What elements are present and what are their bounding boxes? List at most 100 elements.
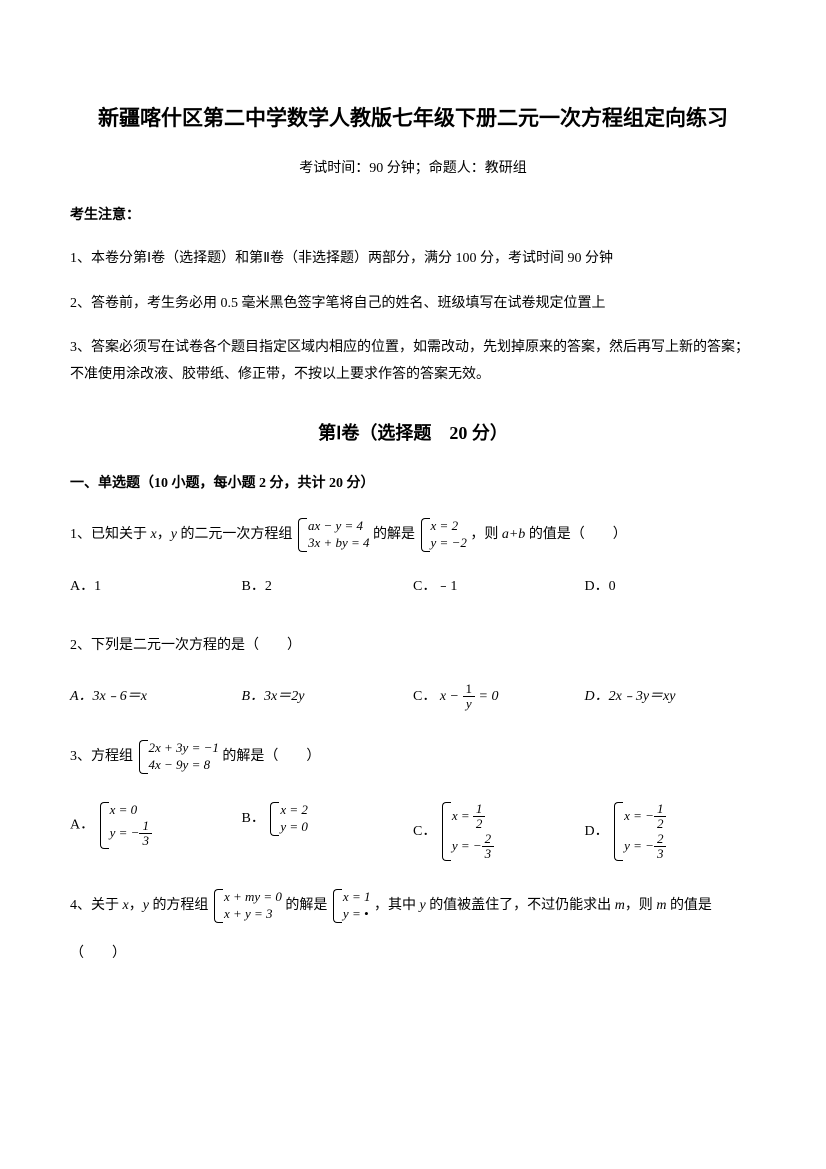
option-a: A．1 (70, 572, 242, 603)
numerator: 2 (654, 832, 667, 847)
denominator: 3 (139, 834, 152, 848)
q4-text: 4、关于 (70, 898, 123, 913)
eq-line: y = 0 (280, 819, 308, 836)
option-b: B．2 (242, 572, 414, 603)
fraction: 12 (473, 802, 486, 832)
numerator: 2 (482, 832, 495, 847)
denominator: 2 (654, 817, 667, 831)
option-label: A． (70, 818, 94, 833)
q1-text: 的值是（ ） (525, 527, 627, 542)
q1-text: 1、已知关于 (70, 527, 151, 542)
eq-line: 2x + 3y = −1 (149, 740, 219, 757)
eq-line: 3x + by = 4 (308, 535, 370, 552)
option-label: C． (413, 824, 436, 839)
page-subtitle: 考试时间：90 分钟；命题人：教研组 (70, 156, 756, 181)
option-a: A．3x﹣6＝x (70, 682, 242, 713)
eq-line: y = −2 (431, 535, 467, 552)
question-header: 一、单选题（10 小题，每小题 2 分，共计 20 分） (70, 471, 756, 496)
q1-text: 的解是 (373, 527, 415, 542)
option-b: B．3x＝2y (242, 682, 414, 713)
eq-line: 4x − 9y = 8 (149, 757, 219, 774)
q1-text: ，则 (470, 527, 502, 542)
fraction: 1y (463, 682, 476, 712)
option-d: D．2x﹣3y＝xy (585, 682, 757, 713)
equation-system: x = 2 y = −2 (419, 518, 467, 552)
equation-system: x = −12 y = −23 (612, 802, 666, 861)
q4-text: 的值被盖住了，不过仍能求出 (426, 898, 615, 913)
fraction: 23 (654, 832, 667, 862)
fraction: 13 (139, 819, 152, 849)
option-c: C．﹣1 (413, 572, 585, 603)
eq-line: x = 2 (431, 518, 467, 535)
section-title: 第Ⅰ卷（选择题 20 分） (70, 417, 756, 449)
expr: y = − (452, 837, 482, 852)
eq-line: ax − y = 4 (308, 518, 370, 535)
q4-text: ，其中 (374, 898, 420, 913)
expr: y = − (110, 825, 140, 840)
equation-system: ax − y = 4 3x + by = 4 (296, 518, 370, 552)
q4-text: 的值是 (666, 898, 712, 913)
expr: x = − (624, 808, 654, 823)
q1-text: ， (157, 527, 171, 542)
q4-text: ，则 (625, 898, 657, 913)
option-c: C． x = 12 y = −23 (413, 802, 585, 861)
denominator: 3 (482, 847, 495, 861)
expr: = 0 (475, 689, 498, 704)
equation-system: x + my = 0 x + y = 3 (212, 889, 282, 923)
option-label: B． (242, 811, 265, 826)
question-3: 3、方程组 2x + 3y = −1 4x − 9y = 8 的解是（ ） A．… (70, 740, 756, 861)
option-d: D． x = −12 y = −23 (585, 802, 757, 861)
equation-system: x = 12 y = −23 (440, 802, 494, 861)
equation-system: x = 0 y = −13 (98, 802, 152, 848)
question-2: 2、下列是二元一次方程的是（ ） A．3x﹣6＝x B．3x＝2y C． x −… (70, 631, 756, 713)
eq-line: x = 12 (452, 802, 494, 832)
q4-paren: （ ） (70, 939, 756, 970)
fraction: 23 (482, 832, 495, 862)
eq-line: x = 1 (343, 889, 371, 906)
expr: y = − (624, 837, 654, 852)
equation-system: 2x + 3y = −1 4x − 9y = 8 (137, 740, 219, 774)
notice-item: 1、本卷分第Ⅰ卷（选择题）和第Ⅱ卷（非选择题）两部分，满分 100 分，考试时间… (70, 246, 756, 273)
q1-options: A．1 B．2 C．﹣1 D．0 (70, 572, 756, 603)
option-label: C． (413, 689, 436, 704)
q3-options: A． x = 0 y = −13 B． x = 2 y = 0 C． x = 1… (70, 802, 756, 861)
eq-line: x + my = 0 (224, 889, 282, 906)
numerator: 1 (463, 682, 476, 697)
notice-item: 2、答卷前，考生务必用 0.5 毫米黑色签字笔将自己的姓名、班级填写在试卷规定位… (70, 291, 756, 318)
fraction: 12 (654, 802, 667, 832)
question-1: 1、已知关于 x，y 的二元一次方程组 ax − y = 4 3x + by =… (70, 518, 756, 603)
numerator: 1 (654, 802, 667, 817)
equation-system: x = 2 y = 0 (268, 802, 308, 836)
eq-line: y = • (343, 906, 371, 923)
q2-text: 2、下列是二元一次方程的是（ ） (70, 631, 756, 662)
denominator: 2 (473, 817, 486, 831)
q3-text: 的解是（ ） (222, 749, 320, 764)
equation-system: x = 1 y = • (331, 889, 371, 923)
eq-line: x = 2 (280, 802, 308, 819)
numerator: 1 (473, 802, 486, 817)
page-title: 新疆喀什区第二中学数学人教版七年级下册二元一次方程组定向练习 (70, 100, 756, 138)
q3-text: 3、方程组 (70, 749, 133, 764)
notice-item: 3、答案必须写在试卷各个题目指定区域内相应的位置，如需改动，先划掉原来的答案，然… (70, 335, 756, 388)
option-a: A． x = 0 y = −13 (70, 802, 242, 861)
option-c: C． x − 1y = 0 (413, 682, 585, 713)
q2-options: A．3x﹣6＝x B．3x＝2y C． x − 1y = 0 D．2x﹣3y＝x… (70, 682, 756, 713)
var-m: m (656, 898, 666, 913)
eq-line: x = 0 (110, 802, 152, 819)
expr: x = (452, 808, 473, 823)
expr: x − (440, 689, 463, 704)
notice-header: 考生注意： (70, 203, 756, 228)
eq-line: y = −23 (452, 832, 494, 862)
denominator: 3 (654, 847, 667, 861)
option-label: D． (585, 824, 609, 839)
var-ab: a+b (502, 527, 525, 542)
eq-line: x = −12 (624, 802, 666, 832)
numerator: 1 (139, 819, 152, 834)
eq-line: y = −23 (624, 832, 666, 862)
var-m: m (615, 898, 625, 913)
question-4: 4、关于 x，y 的方程组 x + my = 0 x + y = 3 的解是 x… (70, 889, 756, 970)
option-b: B． x = 2 y = 0 (242, 802, 414, 861)
denominator: y (463, 697, 476, 711)
eq-line: x + y = 3 (224, 906, 282, 923)
q1-text: 的二元一次方程组 (177, 527, 293, 542)
